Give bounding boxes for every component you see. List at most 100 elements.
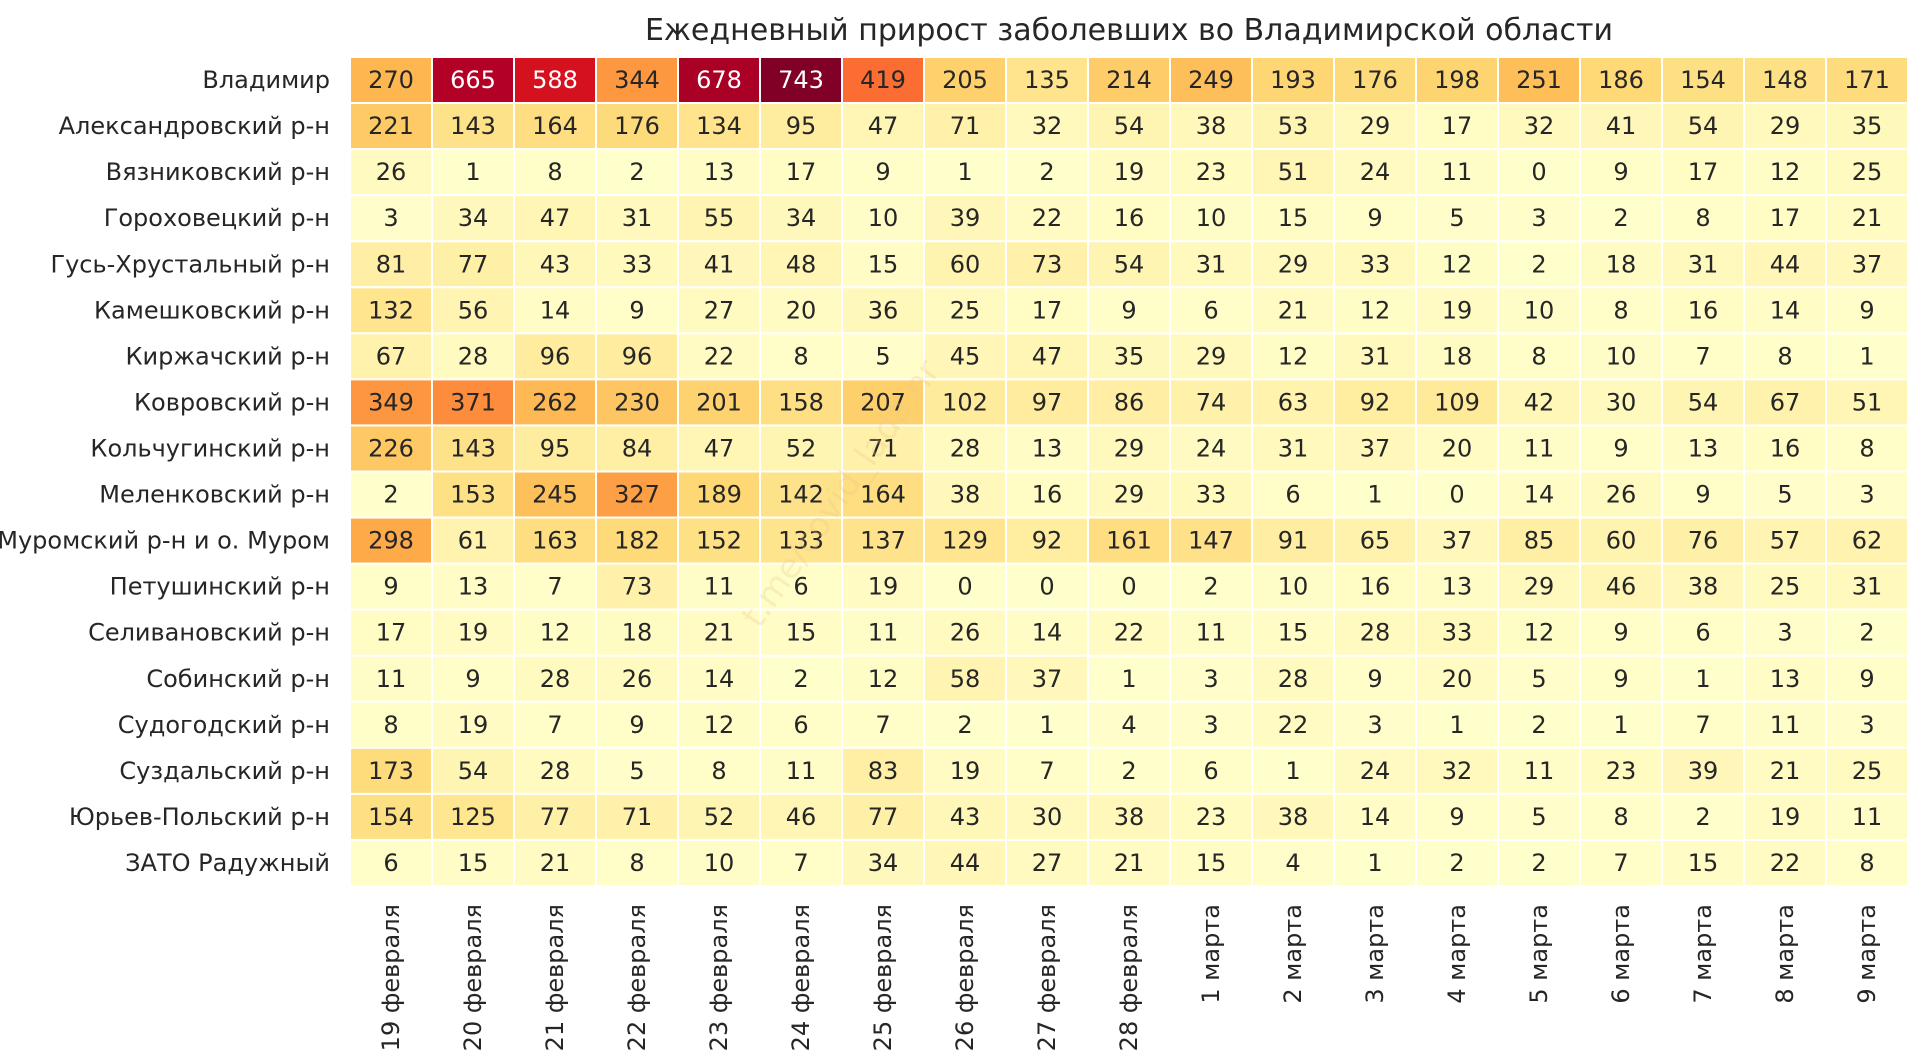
heatmap-cell — [1579, 194, 1663, 243]
heatmap-cell — [1579, 148, 1663, 197]
cell-value-label: 1 — [1285, 757, 1300, 785]
heatmap-cell — [595, 608, 679, 657]
cell-value-label: 96 — [540, 342, 571, 370]
cell-value-label: 16 — [1114, 204, 1145, 232]
cell-value-label: 46 — [786, 803, 817, 831]
cell-value-label: 15 — [1688, 849, 1719, 877]
cell-value-label: 14 — [704, 665, 735, 693]
heatmap-cell — [1333, 378, 1417, 427]
cell-value-label: 22 — [1114, 619, 1145, 647]
heatmap-cell — [1415, 654, 1499, 703]
cell-value-label: 135 — [1024, 66, 1070, 94]
cell-value-label: 95 — [540, 434, 571, 462]
heatmap-cell — [1005, 654, 1089, 703]
cell-value-label: 29 — [1524, 573, 1555, 601]
heatmap-cell — [1825, 286, 1909, 335]
cell-value-label: 29 — [1196, 342, 1227, 370]
heatmap-cell — [1825, 700, 1909, 749]
heatmap-cell — [1825, 424, 1909, 473]
cell-value-label: 11 — [1852, 803, 1883, 831]
cell-value-label: 7 — [1039, 757, 1054, 785]
column-label: 3 марта — [1361, 904, 1389, 1004]
column-label: 25 февраля — [869, 904, 897, 1051]
cell-value-label: 29 — [1278, 250, 1309, 278]
cell-value-label: 7 — [793, 849, 808, 877]
heatmap-cell — [513, 286, 597, 335]
cell-value-label: 12 — [1524, 619, 1555, 647]
cell-value-label: 12 — [1278, 342, 1309, 370]
heatmap-cell — [1825, 516, 1909, 565]
heatmap-cell — [1825, 332, 1909, 381]
cell-value-label: 26 — [1606, 481, 1637, 509]
cell-value-label: 125 — [450, 803, 496, 831]
cell-value-label: 20 — [1442, 665, 1473, 693]
cell-value-label: 189 — [696, 481, 742, 509]
cell-value-label: 71 — [950, 112, 981, 140]
heatmap-cell — [923, 562, 1007, 611]
row-label: Киржачский р-н — [126, 342, 330, 370]
cell-value-label: 27 — [1032, 849, 1063, 877]
heatmap-cell — [1661, 56, 1745, 105]
heatmap-cell — [1743, 838, 1827, 888]
heatmap-cell — [677, 470, 761, 519]
heatmap-cell — [1169, 148, 1253, 197]
row-labels: Владимир Александровский р-н Вязниковский … — [0, 66, 330, 877]
heatmap-cell — [1743, 792, 1827, 841]
heatmap-cell — [677, 608, 761, 657]
cell-value-label: 1 — [1039, 711, 1054, 739]
cell-value-label: 54 — [1114, 250, 1145, 278]
heatmap-cell — [513, 792, 597, 841]
heatmap-cell — [1005, 562, 1089, 611]
heatmap-cell — [1251, 148, 1335, 197]
cell-value-label: 298 — [368, 527, 414, 555]
cell-value-label: 15 — [458, 849, 489, 877]
heatmap-cell — [841, 194, 925, 243]
cell-value-label: 1 — [465, 158, 480, 186]
cell-value-label: 97 — [1032, 388, 1063, 416]
cell-value-label: 53 — [1278, 112, 1309, 140]
cell-value-label: 13 — [1688, 434, 1719, 462]
cell-value-label: 9 — [1449, 803, 1464, 831]
heatmap-cell — [1169, 240, 1253, 289]
cell-value-label: 38 — [950, 481, 981, 509]
heatmap-cell — [1251, 102, 1335, 151]
cell-value-label: 349 — [368, 388, 414, 416]
cell-value-label: 83 — [868, 757, 899, 785]
heatmap-cell — [1005, 470, 1089, 519]
heatmap-cell — [1743, 378, 1827, 427]
column-label: 23 февраля — [705, 904, 733, 1051]
cell-value-label: 13 — [1442, 573, 1473, 601]
cell-value-label: 743 — [778, 66, 824, 94]
row-label: Вязниковский р-н — [106, 158, 330, 186]
cell-value-label: 35 — [1114, 342, 1145, 370]
cell-value-label: 14 — [1360, 803, 1391, 831]
heatmap-cell — [1087, 838, 1171, 888]
cell-value-label: 8 — [711, 757, 726, 785]
cell-value-label: 19 — [1114, 158, 1145, 186]
cell-value-label: 26 — [622, 665, 653, 693]
cell-value-label: 20 — [786, 296, 817, 324]
cell-value-label: 71 — [868, 434, 899, 462]
cell-value-label: 7 — [1613, 849, 1628, 877]
cell-value-label: 270 — [368, 66, 414, 94]
cell-value-label: 25 — [1770, 573, 1801, 601]
cell-value-label: 226 — [368, 434, 414, 462]
heatmap-cell — [759, 378, 843, 427]
heatmap-cell — [841, 746, 925, 795]
cell-value-label: 39 — [1688, 757, 1719, 785]
cell-value-label: 21 — [1114, 849, 1145, 877]
cell-value-label: 11 — [1770, 711, 1801, 739]
heatmap-cell — [1333, 286, 1417, 335]
cell-value-label: 43 — [540, 250, 571, 278]
cell-value-label: 28 — [540, 665, 571, 693]
heatmap-cell — [349, 56, 433, 105]
cell-value-label: 4 — [1121, 711, 1136, 739]
cell-value-label: 11 — [1524, 757, 1555, 785]
heatmap-cell — [841, 424, 925, 473]
cell-value-label: 8 — [547, 158, 562, 186]
cell-value-label: 201 — [696, 388, 742, 416]
heatmap-cell — [841, 286, 925, 335]
heatmap-cell — [1415, 56, 1499, 105]
heatmap-cell — [349, 700, 433, 749]
cell-value-label: 3 — [1859, 711, 1874, 739]
